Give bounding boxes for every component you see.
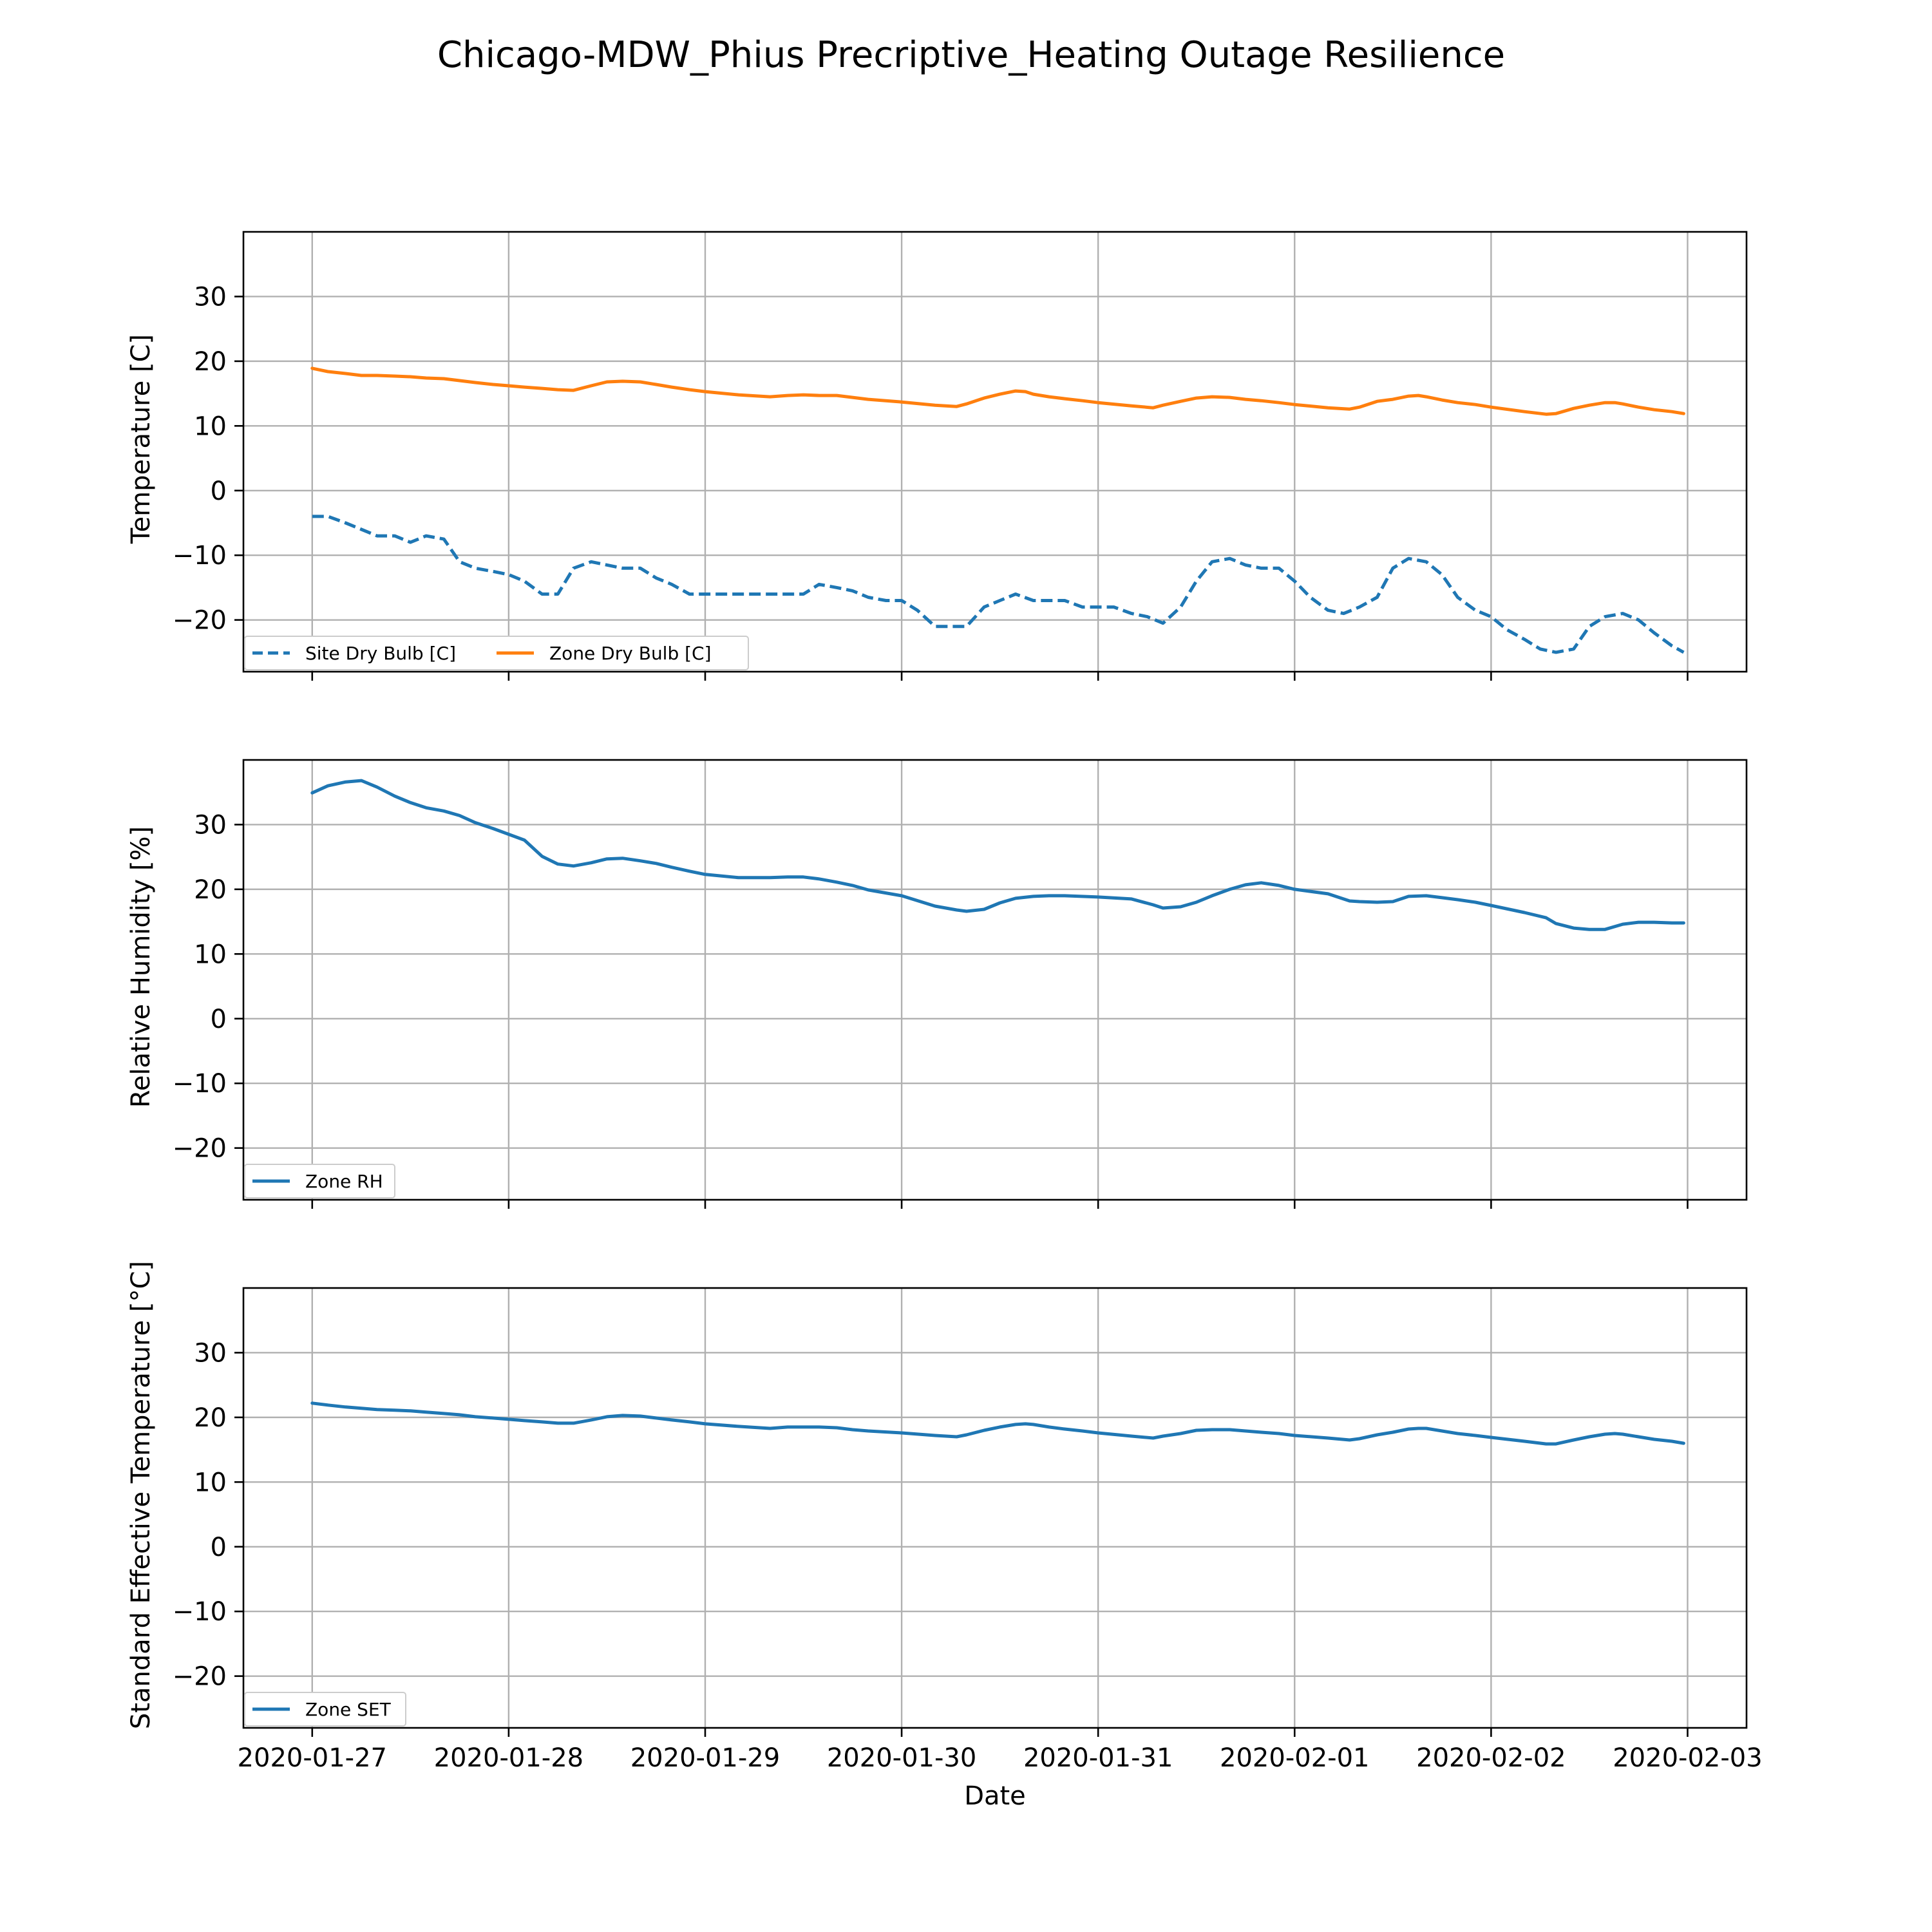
- y-axis-label: Relative Humidity [%]: [126, 826, 156, 1108]
- y-tick-label: −20: [173, 1134, 227, 1164]
- y-tick-label: 20: [194, 1403, 227, 1433]
- x-tick-label: 2020-01-28: [434, 1743, 583, 1773]
- y-tick-label: 20: [194, 347, 227, 377]
- subplot-3: −20 −10 0 10 20 30 2020-01-27 2020-01-28 2020-01…: [126, 1261, 1763, 1773]
- y-tick-label: −10: [173, 1069, 227, 1099]
- legend: Zone RH: [244, 1164, 395, 1198]
- x-tick-label: 2020-01-29: [630, 1743, 780, 1773]
- subplot-2: −20 −10 0 10 20 30 Relative Humidity [%] Zone R…: [126, 759, 1748, 1209]
- y-tick-label: 10: [194, 1468, 227, 1497]
- y-tick-label: 30: [194, 810, 227, 840]
- y-tick-label: 30: [194, 282, 227, 312]
- y-tick-label: −10: [173, 1597, 227, 1627]
- legend: Zone SET: [244, 1692, 406, 1727]
- x-tick-label: 2020-02-02: [1416, 1743, 1566, 1773]
- y-tick-label: 0: [211, 1533, 227, 1562]
- plot-frame: [242, 231, 1748, 673]
- plot-frame: [242, 1287, 1748, 1729]
- subplots: −20 −10 0 10 20 30 Temperature [C] Site Dry Bul…: [126, 231, 1763, 1773]
- y-axis-label: Standard Effective Temperature [°C]: [126, 1261, 156, 1729]
- y-tick-label: 0: [211, 1005, 227, 1034]
- x-tick-label: 2020-01-27: [238, 1743, 387, 1773]
- legend-label: Zone RH: [305, 1171, 383, 1192]
- plot-frame: [242, 759, 1748, 1201]
- y-tick-label: −10: [173, 541, 227, 571]
- y-tick-label: −20: [173, 606, 227, 636]
- y-tick-label: −20: [173, 1662, 227, 1692]
- y-tick-label: 30: [194, 1338, 227, 1368]
- legend-label: Zone SET: [305, 1699, 392, 1720]
- grid: [243, 1288, 1747, 1728]
- x-axis-label: Date: [964, 1781, 1026, 1811]
- grid: [243, 760, 1747, 1200]
- series-line-zone-rh: [310, 779, 1685, 931]
- legend-label: Zone Dry Bulb [C]: [549, 643, 712, 664]
- series-line-zone-dry-bulb-c-: [310, 366, 1685, 416]
- series-line-zone-set: [310, 1401, 1685, 1446]
- legend: Site Dry Bulb [C] Zone Dry Bulb [C]: [244, 636, 749, 670]
- y-tick-label: 10: [194, 412, 227, 441]
- legend-label: Site Dry Bulb [C]: [305, 643, 456, 664]
- legend-box: [244, 1164, 395, 1198]
- x-tick-label: 2020-02-01: [1220, 1743, 1369, 1773]
- legend-box: [244, 1692, 406, 1727]
- chart-title: Chicago-MDW_Phius Precriptive_Heating Ou…: [437, 34, 1505, 76]
- x-tick-label: 2020-01-31: [1023, 1743, 1173, 1773]
- y-tick-label: 20: [194, 875, 227, 905]
- x-tick-label: 2020-01-30: [827, 1743, 976, 1773]
- y-tick-label: 10: [194, 940, 227, 969]
- grid: [243, 232, 1747, 672]
- series-line-site-dry-bulb-c-: [312, 515, 1685, 654]
- y-axis-label: Temperature [C]: [126, 334, 156, 544]
- x-tick-label: 2020-02-03: [1613, 1743, 1762, 1773]
- subplot-1: −20 −10 0 10 20 30 Temperature [C] Site Dry Bul…: [126, 231, 1748, 681]
- y-tick-label: 0: [211, 477, 227, 506]
